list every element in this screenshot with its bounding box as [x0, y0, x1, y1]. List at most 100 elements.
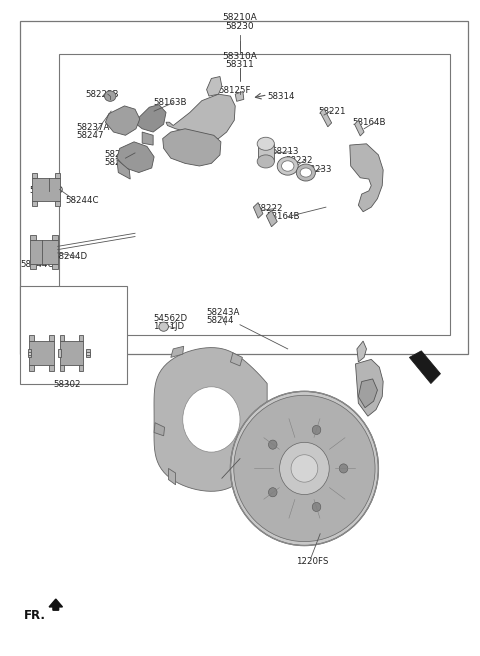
Polygon shape	[163, 129, 221, 166]
Bar	[59, 54, 450, 335]
Ellipse shape	[300, 168, 312, 177]
Polygon shape	[359, 379, 377, 407]
Polygon shape	[154, 348, 267, 491]
Text: 58222B: 58222B	[85, 90, 119, 98]
Polygon shape	[49, 365, 54, 371]
Text: 58311: 58311	[226, 60, 254, 70]
Polygon shape	[60, 365, 64, 371]
Ellipse shape	[183, 387, 240, 452]
Polygon shape	[52, 235, 58, 240]
Ellipse shape	[268, 440, 277, 449]
Ellipse shape	[230, 392, 378, 546]
Polygon shape	[60, 341, 84, 365]
Text: 58247: 58247	[77, 131, 104, 140]
Ellipse shape	[296, 164, 315, 181]
Polygon shape	[266, 211, 277, 227]
Text: 58244: 58244	[206, 316, 234, 325]
Text: 58302: 58302	[53, 380, 81, 389]
Text: 58233: 58233	[304, 165, 332, 174]
Polygon shape	[171, 346, 184, 358]
Text: 58221: 58221	[319, 107, 346, 115]
Polygon shape	[29, 335, 34, 341]
Polygon shape	[55, 201, 60, 206]
Ellipse shape	[277, 157, 298, 175]
Polygon shape	[30, 235, 36, 240]
Text: 58243A: 58243A	[206, 308, 240, 318]
Polygon shape	[30, 264, 36, 269]
Polygon shape	[49, 335, 54, 341]
Polygon shape	[106, 106, 140, 135]
Polygon shape	[33, 178, 60, 201]
Polygon shape	[79, 365, 84, 371]
Polygon shape	[33, 201, 37, 206]
Polygon shape	[117, 159, 130, 179]
Polygon shape	[28, 352, 31, 356]
Polygon shape	[30, 240, 58, 264]
Ellipse shape	[312, 425, 321, 434]
Polygon shape	[355, 120, 364, 136]
Ellipse shape	[312, 502, 321, 512]
Polygon shape	[230, 353, 242, 366]
Ellipse shape	[159, 322, 168, 331]
Polygon shape	[29, 365, 34, 371]
Text: 58222: 58222	[256, 204, 283, 213]
Text: 58232: 58232	[285, 155, 313, 165]
Polygon shape	[168, 468, 176, 485]
Text: 58210A: 58210A	[223, 13, 257, 22]
Ellipse shape	[339, 464, 348, 473]
Text: 54562D: 54562D	[153, 314, 187, 323]
Ellipse shape	[234, 396, 375, 542]
Text: 58235: 58235	[104, 150, 132, 159]
Polygon shape	[86, 349, 90, 358]
Polygon shape	[409, 351, 441, 384]
Polygon shape	[235, 92, 244, 101]
Polygon shape	[357, 341, 366, 362]
Text: 58236A: 58236A	[104, 158, 137, 167]
Text: FR.: FR.	[24, 609, 46, 622]
Text: 58164B: 58164B	[352, 117, 385, 127]
Polygon shape	[117, 142, 154, 173]
Text: 58164B: 58164B	[266, 213, 300, 222]
Text: 58310A: 58310A	[223, 52, 257, 61]
Polygon shape	[206, 77, 222, 96]
Text: 58213: 58213	[271, 147, 299, 156]
Polygon shape	[86, 352, 90, 356]
Text: 58244D: 58244D	[53, 252, 87, 260]
Polygon shape	[28, 349, 31, 358]
Text: 1351JD: 1351JD	[153, 321, 184, 331]
Polygon shape	[52, 264, 58, 269]
Polygon shape	[58, 349, 61, 358]
Polygon shape	[60, 335, 64, 341]
Text: 58411B: 58411B	[203, 474, 236, 483]
Ellipse shape	[105, 91, 116, 101]
Polygon shape	[49, 599, 62, 610]
Polygon shape	[356, 359, 383, 416]
Text: 1220FS: 1220FS	[296, 557, 329, 565]
Text: 58244D: 58244D	[29, 186, 63, 195]
Ellipse shape	[291, 455, 318, 482]
Polygon shape	[55, 173, 60, 178]
Text: 58314: 58314	[268, 92, 295, 100]
Polygon shape	[134, 104, 166, 132]
Polygon shape	[154, 422, 165, 436]
Text: 58237A: 58237A	[77, 123, 110, 132]
Text: 58244C: 58244C	[21, 260, 54, 269]
Ellipse shape	[257, 155, 275, 168]
Polygon shape	[258, 144, 275, 161]
Text: 58244C: 58244C	[66, 196, 99, 205]
Polygon shape	[320, 108, 332, 127]
Polygon shape	[79, 335, 84, 341]
Bar	[20, 21, 468, 354]
Ellipse shape	[281, 161, 294, 171]
Text: 58163B: 58163B	[153, 98, 187, 107]
Bar	[20, 285, 127, 384]
Polygon shape	[29, 341, 54, 365]
Text: 58230: 58230	[226, 22, 254, 31]
Ellipse shape	[268, 487, 277, 497]
Polygon shape	[253, 203, 263, 218]
Text: 58125F: 58125F	[218, 87, 251, 95]
Polygon shape	[350, 144, 383, 212]
Polygon shape	[142, 132, 153, 145]
Ellipse shape	[280, 442, 329, 495]
Polygon shape	[33, 173, 37, 178]
